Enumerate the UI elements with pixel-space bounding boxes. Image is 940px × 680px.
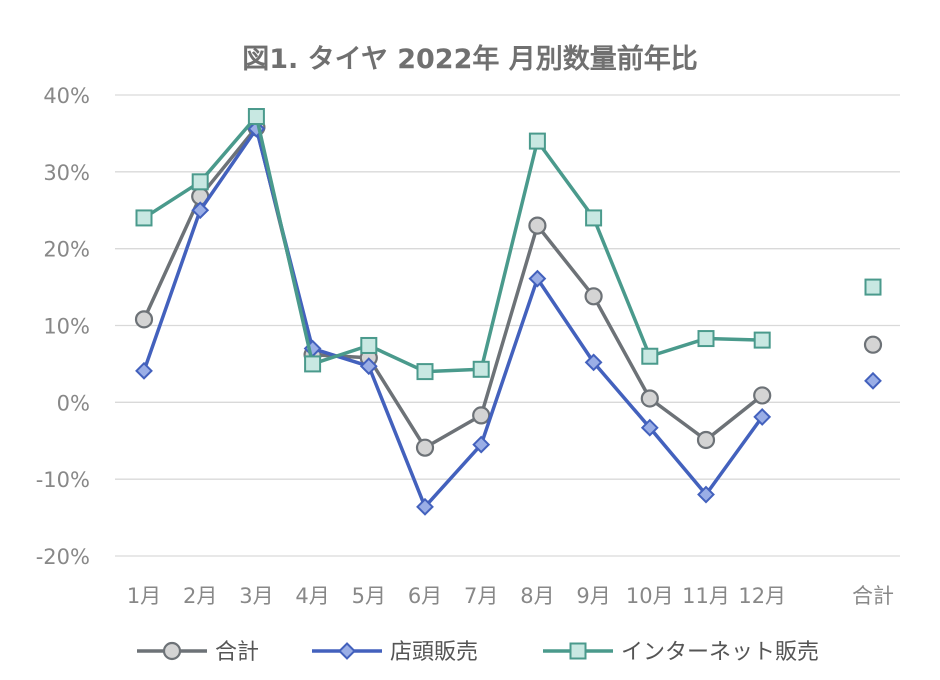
data-point (753, 386, 772, 405)
y-axis-ticks: -20% -10% 0% 10% 20% 30% 40% (36, 84, 90, 569)
y-tick-label: 40% (43, 84, 90, 108)
x-tick-label: 9月 (576, 584, 610, 608)
series-line (143, 114, 763, 374)
legend-item: 合計 (137, 640, 259, 665)
data-point (359, 357, 378, 376)
data-point (585, 209, 603, 227)
data-point (640, 389, 659, 408)
x-tick-label: 4月 (295, 584, 329, 608)
data-point (753, 331, 771, 349)
legend-item: インターネット販売 (543, 640, 819, 665)
data-point (697, 485, 715, 504)
y-tick-label: 0% (57, 391, 90, 415)
data-point-total (864, 371, 882, 390)
series-layer (134, 108, 883, 516)
series-diamond (135, 119, 882, 516)
legend-label: 合計 (215, 640, 259, 665)
series-square (135, 108, 882, 381)
x-tick-label: 8月 (520, 584, 554, 608)
data-point (191, 173, 209, 191)
data-point (416, 363, 434, 381)
y-tick-label: 10% (43, 315, 90, 339)
legend-marker (162, 641, 182, 661)
x-tick-label: 6月 (408, 584, 442, 608)
data-point (247, 108, 265, 126)
data-point (472, 406, 491, 425)
data-point (584, 353, 603, 372)
x-tick-label: 3月 (239, 584, 273, 608)
data-point (528, 216, 547, 235)
x-tick-label-total: 合計 (852, 584, 894, 608)
data-point (584, 287, 603, 306)
x-tick-label: 2月 (183, 584, 217, 608)
grid-layer (115, 94, 900, 557)
data-point (472, 360, 490, 378)
legend-label: 店頭販売 (390, 640, 478, 665)
data-point (528, 269, 547, 288)
data-point (528, 132, 546, 150)
data-point (416, 497, 434, 516)
data-point (304, 355, 322, 373)
legend-item: 店頭販売 (312, 640, 478, 665)
data-point (753, 408, 772, 426)
x-tick-label: 7月 (464, 584, 498, 608)
data-point (191, 201, 210, 220)
y-tick-label: 30% (43, 161, 90, 185)
data-point (472, 435, 491, 454)
x-tick-label: 10月 (626, 584, 674, 608)
series-circle (134, 118, 883, 457)
series-line (142, 127, 764, 509)
x-axis-ticks: 1月 2月 3月 4月 5月 6月 7月 8月 9月 10月 11月 12月 合計 (127, 584, 894, 608)
data-point (134, 310, 154, 329)
data-point (697, 330, 715, 348)
x-tick-label: 5月 (352, 584, 386, 608)
series-line (142, 125, 764, 450)
legend-marker (338, 642, 356, 660)
x-tick-label: 12月 (738, 584, 786, 608)
chart-title: 図1. タイヤ 2022年 月別数量前年比 (242, 43, 698, 75)
data-point (641, 347, 659, 365)
data-point (135, 209, 153, 227)
data-point (696, 430, 716, 450)
data-point (640, 418, 659, 437)
y-tick-label: 20% (43, 238, 90, 262)
data-point-total (864, 278, 882, 296)
data-point (360, 336, 378, 354)
legend-label: インターネット販売 (621, 640, 819, 665)
data-point (415, 438, 435, 457)
x-tick-label: 1月 (127, 584, 161, 608)
legend: 合計 店頭販売 インターネット販売 (137, 640, 819, 665)
data-point (135, 361, 153, 380)
y-tick-label: -10% (36, 468, 90, 492)
data-point-total (863, 335, 883, 354)
x-tick-label: 11月 (682, 584, 730, 608)
y-tick-label: -20% (36, 545, 90, 569)
legend-marker (569, 642, 587, 660)
